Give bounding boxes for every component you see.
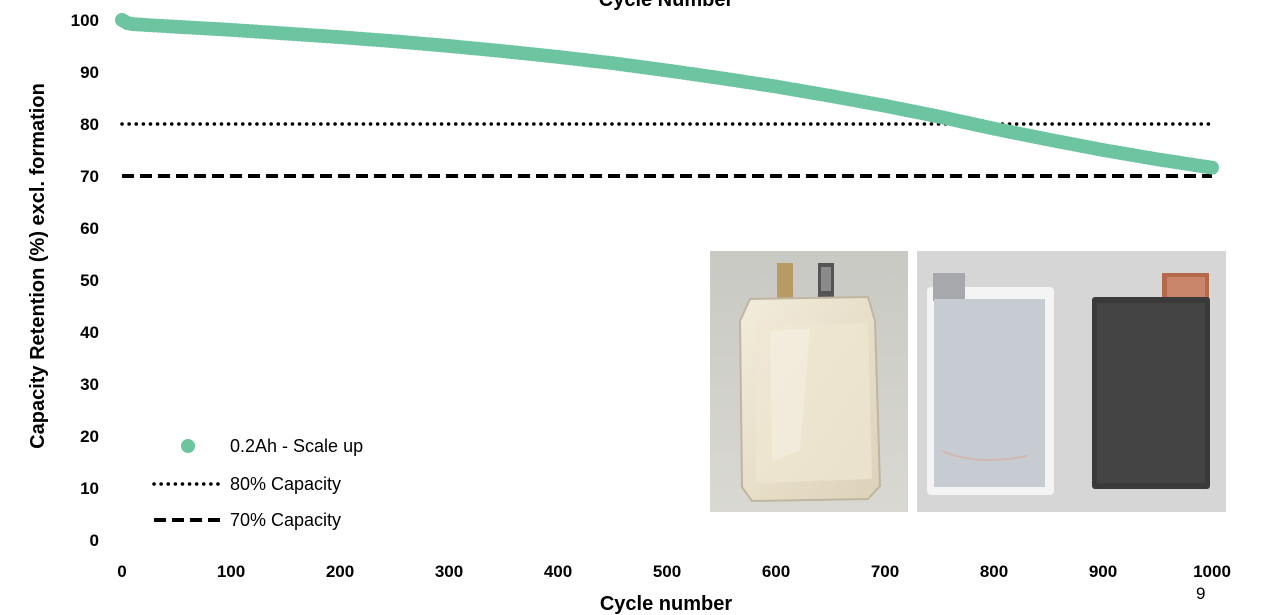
- y-tick-label: 90: [80, 63, 99, 82]
- x-axis-title: Cycle number: [600, 593, 732, 615]
- x-tick-label: 500: [653, 562, 681, 581]
- y-axis-title: Capacity Retention (%) excl. formation: [27, 83, 49, 449]
- x-tick-label: 100: [217, 562, 245, 581]
- x-tick-label: 1000: [1193, 562, 1231, 581]
- reference-lines: [120, 122, 1214, 178]
- y-tick-label: 0: [90, 531, 99, 550]
- y-tick-label: 100: [71, 11, 99, 30]
- legend-label-70: 70% Capacity: [230, 510, 341, 530]
- page-number: 9: [1196, 584, 1206, 603]
- x-tick-label: 400: [544, 562, 572, 581]
- x-tick-label: 0: [117, 562, 126, 581]
- y-tick-label: 60: [80, 219, 99, 238]
- legend-label-80: 80% Capacity: [230, 474, 341, 494]
- y-tick-label: 10: [80, 479, 99, 498]
- pouch-cell-picture: [710, 251, 908, 512]
- x-tick-label: 200: [326, 562, 354, 581]
- y-tick-label: 80: [80, 115, 99, 134]
- y-tick-label: 50: [80, 271, 99, 290]
- electrode-sheets-photo: [917, 251, 1226, 512]
- x-tick-label: 600: [762, 562, 790, 581]
- y-tick-label: 30: [80, 375, 99, 394]
- top-title-fragment: Cycle Number: [599, 0, 734, 11]
- legend-label-series: 0.2Ah - Scale up: [230, 436, 363, 456]
- x-axis-ticks: 0 100 200 300 400 500 600 700 800 900 1000: [117, 562, 1231, 581]
- series-point: [1205, 160, 1219, 175]
- y-axis-ticks: 0 10 20 30 40 50 60 70 80 90 100: [71, 11, 99, 550]
- legend-marker-series: [181, 439, 195, 453]
- x-tick-label: 700: [871, 562, 899, 581]
- y-tick-label: 20: [80, 427, 99, 446]
- x-tick-label: 300: [435, 562, 463, 581]
- legend: 0.2Ah - Scale up 80% Capacity 70% Capaci…: [152, 436, 363, 530]
- x-tick-label: 800: [980, 562, 1008, 581]
- y-tick-label: 70: [80, 167, 99, 186]
- pouch-cell-photo: [710, 251, 908, 512]
- x-tick-label: 900: [1089, 562, 1117, 581]
- series-points: [115, 13, 1219, 175]
- electrode-sheets-picture: [917, 251, 1226, 512]
- y-tick-label: 40: [80, 323, 99, 342]
